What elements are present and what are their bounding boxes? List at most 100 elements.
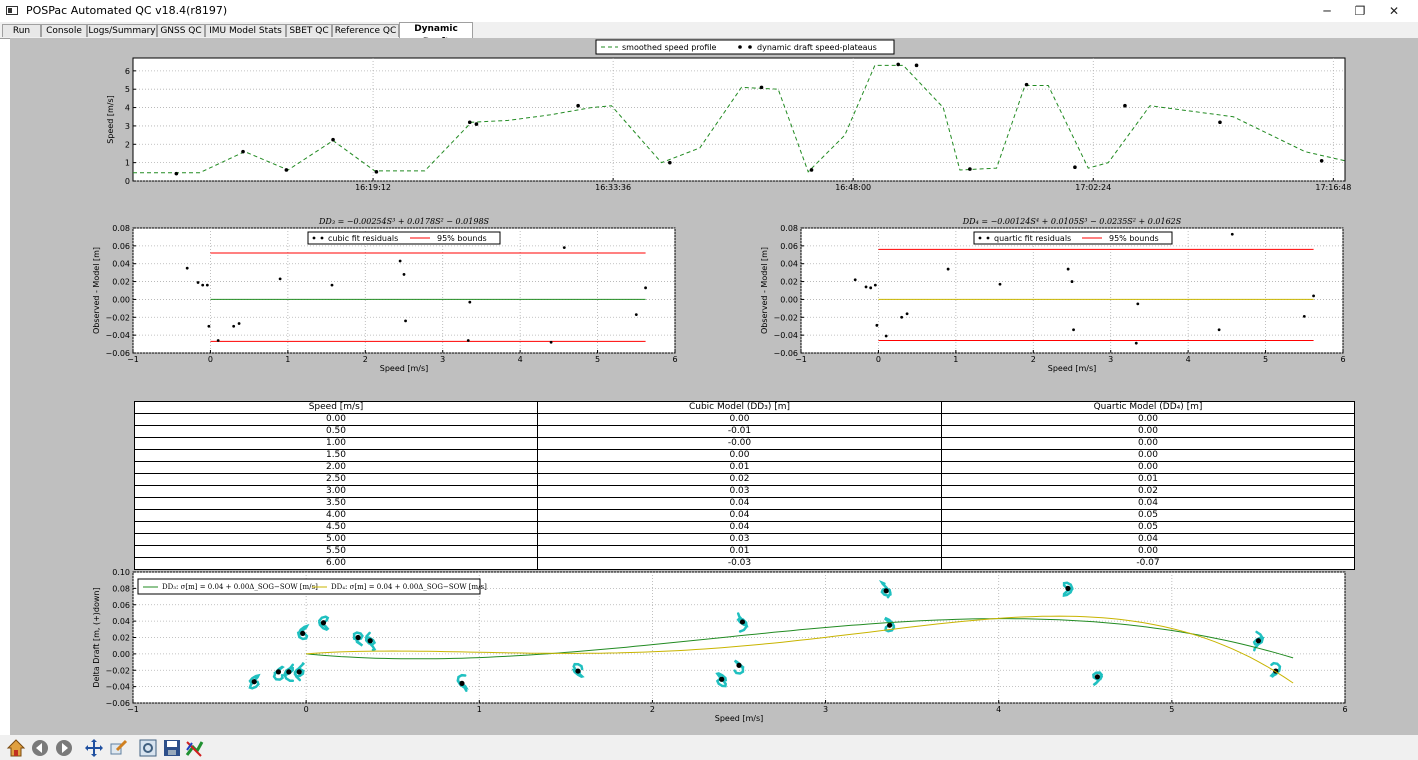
table-cell-speed: 1.00 xyxy=(134,437,538,450)
tab-gnss-qc[interactable]: GNSS QC xyxy=(157,24,205,37)
pan-icon[interactable] xyxy=(84,738,104,758)
table-cell-cubic: 0.04 xyxy=(537,521,942,534)
speed-plateau-point xyxy=(474,122,479,126)
quartic-x-tick-label: 1 xyxy=(953,355,958,364)
delta-mean-point xyxy=(887,622,893,628)
quartic-x-tick-label: 4 xyxy=(1186,355,1191,364)
table-cell-cubic: 0.01 xyxy=(537,545,942,558)
tab-sbet-qc[interactable]: SBET QC xyxy=(286,24,332,37)
table-cell-quartic: 0.05 xyxy=(941,509,1355,522)
table-cell-quartic: 0.00 xyxy=(941,425,1355,438)
cubic-y-tick-label: 0.02 xyxy=(112,278,130,287)
cubic-legend-residual-swatch xyxy=(320,236,324,240)
legend-plateau-swatch xyxy=(738,45,742,49)
delta-sample-trace xyxy=(272,665,285,681)
table-cell-cubic: 0.00 xyxy=(537,449,942,462)
delta-mean-point xyxy=(367,638,373,644)
quartic-y-tick-label: −0.04 xyxy=(773,331,798,340)
table-cell-cubic: 0.04 xyxy=(537,497,942,510)
delta-mean-point xyxy=(275,669,282,675)
minimize-icon[interactable]: ─ xyxy=(1323,4,1331,18)
quartic-x-tick-label: 5 xyxy=(1263,355,1268,364)
zoom-icon[interactable] xyxy=(108,738,128,758)
speed-y-axis-label: Speed [m/s] xyxy=(106,95,115,144)
cubic-x-tick-label: 1 xyxy=(285,355,290,364)
quartic-residual-point xyxy=(1070,280,1074,283)
cubic-residual-point xyxy=(330,283,334,287)
figure-canvas[interactable]: 16:19:12 16:33:36 16:48:00 17:02:24 17:16:48… xyxy=(10,38,1418,735)
speed-y-tick-label: 4 xyxy=(125,104,130,113)
speed-plateau-point xyxy=(809,168,814,172)
table-cell-speed: 1.50 xyxy=(134,449,538,462)
cubic-legend-bounds-label: 95% bounds xyxy=(437,234,487,243)
quartic-residual-point xyxy=(873,283,877,287)
delta-mean-point xyxy=(1094,674,1101,680)
quartic-legend-bounds-label: 95% bounds xyxy=(1109,234,1159,243)
delta-y-tick-label: 0.08 xyxy=(112,584,130,593)
delta-mean-point xyxy=(736,662,742,668)
tab-console[interactable]: Console xyxy=(41,24,87,37)
edit-axis-icon[interactable] xyxy=(184,738,204,758)
tab-logs-summary[interactable]: Logs/Summary xyxy=(87,24,157,37)
delta-y-tick-label: 0.00 xyxy=(112,650,130,659)
quartic-residual-point xyxy=(884,334,888,338)
table-cell-speed: 5.50 xyxy=(134,545,538,558)
cubic-residual-point xyxy=(216,339,220,342)
delta-mean-point xyxy=(719,676,725,682)
delta-sample-trace xyxy=(293,662,306,682)
table-cell-quartic: 0.00 xyxy=(941,449,1355,462)
figure-plots[interactable]: 16:19:12 16:33:36 16:48:00 17:02:24 17:16:48… xyxy=(10,38,1418,735)
cubic-x-tick-label: −1 xyxy=(127,355,139,364)
quartic-x-tick-label: 3 xyxy=(1108,355,1113,364)
close-icon[interactable]: ✕ xyxy=(1388,4,1400,18)
delta-x-tick-label: 2 xyxy=(650,705,655,714)
quartic-y-tick-label: 0.08 xyxy=(780,224,798,233)
back-icon[interactable] xyxy=(30,738,50,758)
save-icon[interactable] xyxy=(162,738,182,758)
table-row: 4.50 0.04 0.05 xyxy=(134,521,1355,534)
tab-reference-qc[interactable]: Reference QC xyxy=(332,24,399,37)
tab-imu-model-stats[interactable]: IMU Model Stats xyxy=(205,24,286,37)
quartic-y-tick-label: −0.02 xyxy=(773,313,798,322)
quartic-residual-point xyxy=(1217,328,1221,332)
delta-sample-trace xyxy=(1252,630,1265,652)
forward-icon[interactable] xyxy=(54,738,74,758)
table-cell-quartic: 0.02 xyxy=(941,485,1355,498)
quartic-residual-point xyxy=(905,312,909,316)
table-row: 2.50 0.02 0.01 xyxy=(134,473,1355,486)
tab-dynamic-draft[interactable]: Dynamic Draft xyxy=(399,22,473,47)
cubic-x-axis-label: Speed [m/s] xyxy=(380,364,429,373)
legend-smoothed-label: smoothed speed profile xyxy=(622,43,717,52)
table-cell-speed: 2.00 xyxy=(134,461,538,474)
delta-x-tick-label: 4 xyxy=(996,705,1001,714)
home-icon[interactable] xyxy=(6,738,26,758)
quartic-title: DD₄ = −0.00124S⁴ + 0.0105S³ − 0.0235S² +… xyxy=(962,217,1182,226)
quartic-residual-point xyxy=(1072,328,1075,332)
quartic-y-tick-label: 0.02 xyxy=(780,278,798,287)
quartic-residual-point xyxy=(1066,267,1070,271)
table-cell-speed: 5.00 xyxy=(134,533,538,546)
delta-x-axis-label: Speed [m/s] xyxy=(715,714,764,723)
speed-plateau-point xyxy=(968,167,972,171)
table-cell-speed: 4.50 xyxy=(134,521,538,534)
delta-x-tick-label: 0 xyxy=(304,705,309,714)
table-cell-speed: 3.00 xyxy=(134,485,538,498)
quartic-x-tick-label: 2 xyxy=(1031,355,1036,364)
tab-run[interactable]: Run xyxy=(2,24,41,37)
quartic-x-tick-label: 6 xyxy=(1340,355,1345,364)
quartic-residual-point xyxy=(853,278,857,282)
delta-sample-trace xyxy=(1092,671,1104,687)
speed-x-tick-label: 17:02:24 xyxy=(1075,183,1111,192)
table-cell-quartic: 0.04 xyxy=(941,533,1355,546)
configure-subplots-icon[interactable] xyxy=(138,738,158,758)
table-cell-speed: 3.50 xyxy=(134,497,538,510)
table-cell-quartic: 0.00 xyxy=(941,437,1355,450)
speed-plateau-point xyxy=(174,171,179,176)
speed-plateau-point xyxy=(759,85,764,90)
speed-plateau-point xyxy=(576,103,580,108)
speed-plateau-point xyxy=(1073,165,1077,170)
restore-icon[interactable]: ❐ xyxy=(1354,4,1366,18)
cubic-y-axis-label: Observed - Model [m] xyxy=(92,247,101,334)
table-cell-speed: 0.00 xyxy=(134,413,538,426)
quartic-residual-point xyxy=(1134,341,1138,345)
